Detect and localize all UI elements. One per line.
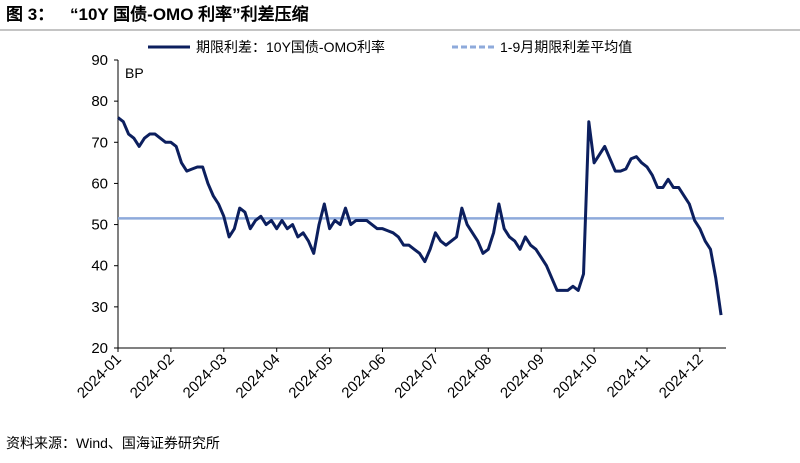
x-tick-label: 2024-02 [127, 351, 178, 402]
y-tick-label: 40 [91, 258, 108, 275]
x-tick-label: 2024-05 [285, 351, 336, 402]
chart-title: “10Y 国债-OMO 利率”利差压缩 [70, 4, 309, 24]
y-tick-label: 90 [91, 52, 108, 69]
x-tick-label: 2024-04 [233, 351, 284, 402]
x-tick-label: 2024-09 [497, 351, 548, 402]
y-tick-label: 60 [91, 175, 108, 192]
y-tick-label: 70 [91, 134, 108, 151]
legend-label: 1-9月期限利差平均值 [500, 39, 632, 55]
x-tick-label: 2024-08 [444, 351, 495, 402]
x-tick-label: 2024-06 [338, 351, 389, 402]
y-unit: BP [125, 65, 144, 81]
y-tick-label: 20 [91, 340, 108, 357]
y-tick-label: 80 [91, 93, 108, 110]
x-tick-label: 2024-03 [180, 351, 231, 402]
series-line [117, 116, 723, 316]
x-tick-label: 2024-10 [550, 351, 601, 402]
source: 资料来源：Wind、国海证券研究所 [6, 435, 220, 451]
x-tick-label: 2024-01 [74, 351, 125, 402]
legend-label: 期限利差：10Y国债-OMO利率 [196, 39, 385, 55]
x-tick-label: 2024-11 [604, 351, 654, 401]
y-tick-label: 30 [91, 299, 108, 316]
figure-label: 图 3： [6, 5, 54, 24]
x-tick-label: 2024-12 [656, 351, 707, 402]
x-tick-label: 2024-07 [391, 351, 442, 402]
y-tick-label: 50 [91, 217, 108, 234]
